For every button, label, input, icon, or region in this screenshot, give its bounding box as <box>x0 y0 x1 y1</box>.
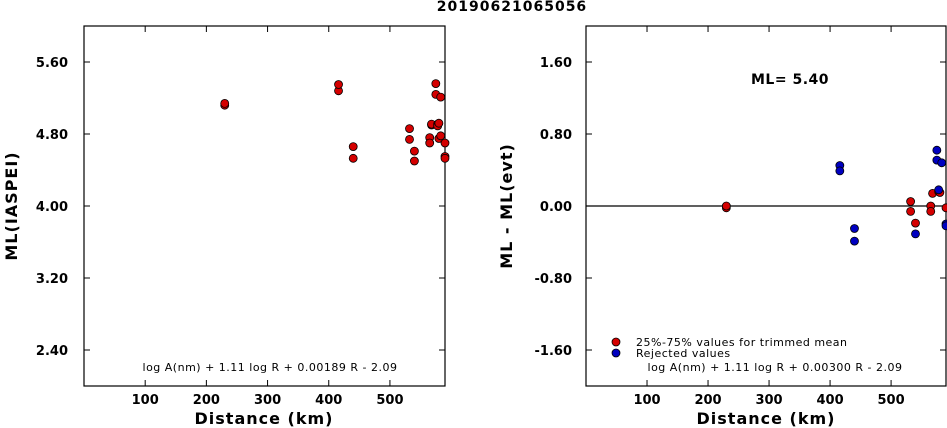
ml-data-point <box>425 138 435 148</box>
ml-data-point <box>405 134 414 144</box>
trimmed-data-point <box>926 206 936 216</box>
trimmed-data-point <box>906 197 916 206</box>
chart-marks: 100 200 300 400 500 2.40 3.20 4.00 4.80 5.60 100 20… <box>36 26 947 408</box>
left-y-tick-label: 4.00 <box>36 200 68 215</box>
right-x-tick-label: 100 <box>633 393 660 408</box>
ml-data-point <box>348 142 358 152</box>
legend-rejected-label: Rejected values <box>636 347 731 360</box>
rejected-data-point <box>911 229 920 239</box>
ml-data-point <box>434 118 444 128</box>
left-y-tick-label: 4.80 <box>36 128 68 143</box>
legend-rejected-marker <box>611 348 621 358</box>
right-formula: log A(nm) + 1.11 log R + 0.00300 R - 2.0… <box>648 361 903 374</box>
left-formula: log A(nm) + 1.11 log R + 0.00189 R - 2.0… <box>143 361 398 374</box>
left-x-tick-label: 500 <box>376 393 403 408</box>
ml-value-label: ML= 5.40 <box>751 72 829 88</box>
legend-trimmed-label: 25%-75% values for trimmed mean <box>636 336 848 349</box>
right-x-tick-label: 500 <box>878 393 905 408</box>
left-x-tick-label: 100 <box>132 393 159 408</box>
ml-data-point <box>431 79 441 88</box>
right-x-tick-label: 200 <box>694 393 721 408</box>
trimmed-data-point <box>721 201 731 211</box>
left-y-tick-label: 2.40 <box>36 344 68 359</box>
ml-data-point <box>440 138 450 148</box>
rejected-data-point <box>850 224 859 233</box>
ml-data-point <box>436 92 446 102</box>
right-y-tick-label: -0.80 <box>535 272 572 287</box>
right-x-axis-label: Distance (km) <box>697 409 836 428</box>
left-x-tick-label: 400 <box>315 393 342 408</box>
left-y-axis-label: ML(IASPEI) <box>2 151 21 260</box>
ml-data-point <box>334 80 343 89</box>
left-x-tick-label: 300 <box>254 393 281 408</box>
chart-title: 20190621065056 <box>437 0 587 15</box>
ml-data-point <box>436 131 446 141</box>
left-x-axis-label: Distance (km) <box>195 409 334 428</box>
rejected-data-point <box>941 221 947 231</box>
ml-data-point <box>405 124 414 134</box>
right-y-axis-label: ML - ML(evt) <box>497 143 516 269</box>
right-x-tick-label: 300 <box>755 393 782 408</box>
ml-data-point <box>440 153 450 163</box>
ml-data-point <box>410 146 419 156</box>
right-x-tick-label: 400 <box>816 393 843 408</box>
left-y-tick-label: 5.60 <box>36 56 68 71</box>
right-y-tick-label: -1.60 <box>535 344 572 359</box>
trimmed-data-point <box>911 218 920 228</box>
ml-data-point <box>348 153 358 163</box>
left-x-tick-label: 200 <box>193 393 220 408</box>
right-y-tick-label: 0.80 <box>540 128 572 143</box>
rejected-data-point <box>934 185 944 195</box>
rejected-data-point <box>937 158 947 168</box>
trimmed-data-point <box>906 206 916 216</box>
right-y-tick-label: 1.60 <box>540 56 572 71</box>
rejected-data-point <box>835 166 845 176</box>
ml-data-point <box>410 156 419 166</box>
ml-data-point <box>220 99 230 108</box>
left-y-tick-label: 3.20 <box>36 272 68 287</box>
right-y-tick-label: 0.00 <box>540 200 572 215</box>
left-plot-frame <box>83 25 446 387</box>
rejected-data-point <box>932 145 942 155</box>
legend-trimmed-marker <box>611 337 621 347</box>
trimmed-data-point <box>941 203 947 213</box>
rejected-data-point <box>850 236 859 246</box>
